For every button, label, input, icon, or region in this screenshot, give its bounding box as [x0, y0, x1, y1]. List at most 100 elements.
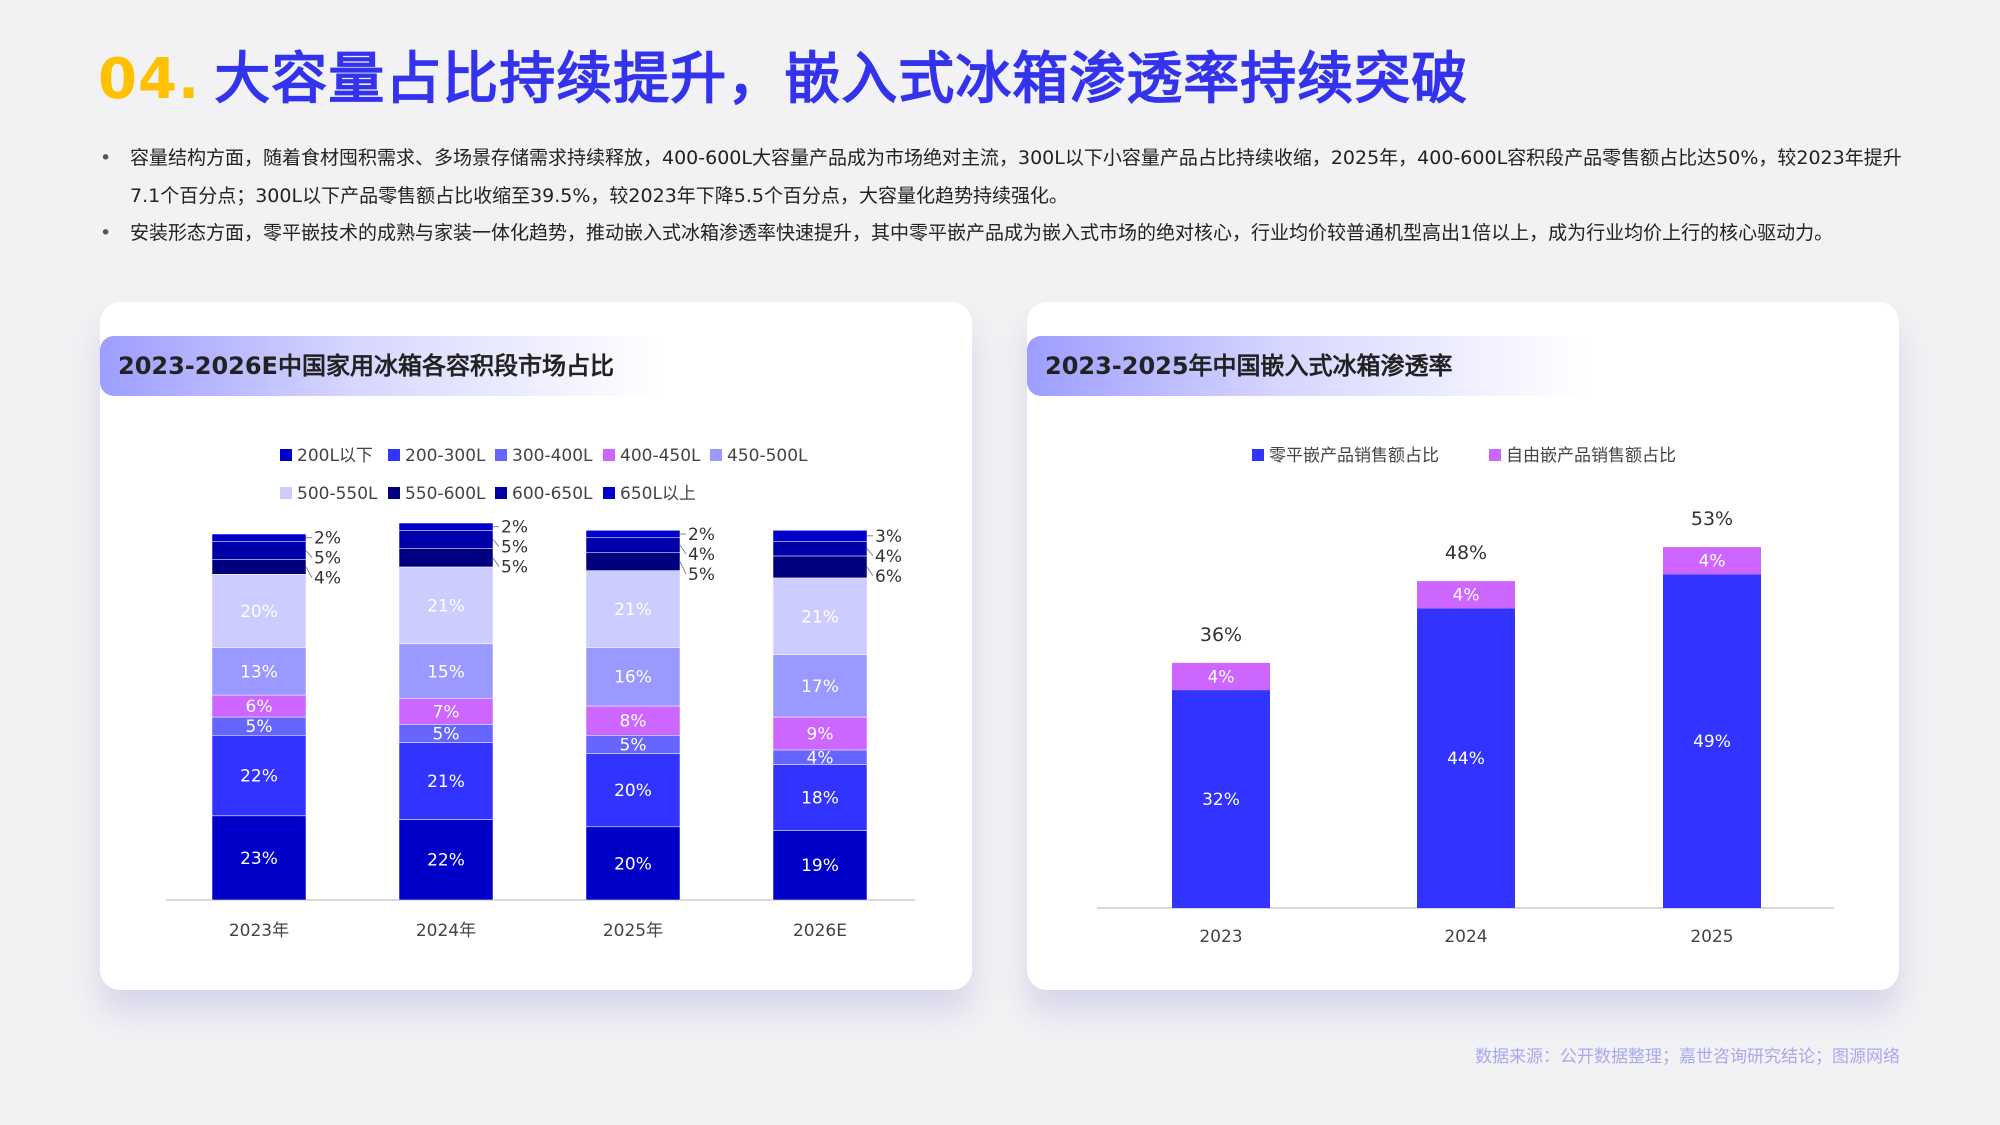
bar-segment — [1172, 690, 1270, 908]
legend-label: 500-550L — [297, 484, 378, 504]
legend-swatch — [495, 487, 507, 499]
data-label: 20% — [614, 854, 652, 874]
label-leader — [679, 561, 687, 575]
legend-swatch — [603, 449, 615, 461]
data-label: 22% — [240, 767, 278, 787]
data-label: 17% — [801, 677, 839, 697]
legend-swatch — [1252, 449, 1264, 461]
x-tick-label: 2023 — [1199, 927, 1242, 947]
data-label: 6% — [246, 697, 273, 717]
data-label: 15% — [427, 662, 465, 682]
stacked-bar-chart: 零平嵌产品销售额占比 自由嵌产品销售额占比 32% 4% 36% 2023 44% 4% 48%… — [1097, 446, 1834, 947]
x-tick-label: 2025年 — [603, 921, 663, 941]
data-label: 4% — [688, 545, 715, 565]
data-label: 6% — [875, 567, 902, 587]
legend-swatch — [280, 449, 292, 461]
bar-segment — [211, 647, 307, 696]
bar-segment — [398, 742, 494, 820]
bar-segment — [585, 647, 681, 707]
legend-swatch — [495, 449, 507, 461]
bar-segment — [772, 530, 868, 542]
bar-segment — [585, 537, 681, 553]
data-label: 4% — [1208, 667, 1235, 687]
data-label: 21% — [427, 596, 465, 616]
data-label: 49% — [1693, 732, 1731, 752]
data-label: 2% — [314, 529, 341, 549]
bar-segment — [211, 533, 307, 542]
total-label: 53% — [1691, 508, 1733, 530]
total-label: 48% — [1445, 542, 1487, 564]
legend-label: 300-400L — [512, 446, 593, 466]
legend-swatch — [1489, 449, 1501, 461]
chart-card-capacity: 2023-2026E中国家用冰箱各容积段市场占比 200L以下 200-300L 3… — [100, 302, 972, 990]
data-label: 4% — [875, 547, 902, 567]
data-label: 5% — [433, 724, 460, 744]
data-label: 32% — [1202, 790, 1240, 810]
x-tick-label: 2026E — [793, 921, 847, 941]
bullet-list: 容量结构方面，随着食材囤积需求、多场景存储需求持续释放，400-600L大容量产… — [100, 140, 1910, 253]
bar-segment — [585, 570, 681, 648]
legend-swatch — [603, 487, 615, 499]
data-label: 4% — [314, 569, 341, 589]
legend-label: 450-500L — [727, 446, 808, 466]
data-label: 20% — [614, 781, 652, 801]
data-label: 19% — [801, 856, 839, 876]
data-label: 9% — [807, 724, 834, 744]
bar-segment — [1663, 547, 1761, 575]
data-label: 20% — [240, 602, 278, 622]
chart-title: 2023-2025年中国嵌入式冰箱渗透率 — [1027, 336, 1587, 396]
x-tick-label: 2024 — [1444, 927, 1487, 947]
bar-segment — [585, 753, 681, 828]
bar-segment — [1417, 608, 1515, 908]
data-label: 44% — [1447, 749, 1485, 769]
label-leader — [305, 550, 313, 558]
data-label: 5% — [501, 558, 528, 578]
bullet-item: 容量结构方面，随着食材囤积需求、多场景存储需求持续释放，400-600L大容量产… — [100, 140, 1910, 215]
bar-segment — [1417, 581, 1515, 609]
bar-segment — [398, 530, 494, 549]
data-label: 4% — [807, 748, 834, 768]
legend-label: 600-650L — [512, 484, 593, 504]
data-label: 16% — [614, 668, 652, 688]
total-label: 36% — [1200, 624, 1242, 646]
bar-segment — [772, 654, 868, 718]
bar-segment — [585, 530, 681, 538]
x-tick-label: 2025 — [1690, 927, 1733, 947]
data-label: 21% — [801, 607, 839, 627]
data-label: 5% — [501, 538, 528, 558]
label-leader — [492, 539, 500, 548]
data-source: 数据来源：公开数据整理；嘉世咨询研究结论；图源网络 — [1475, 1047, 1900, 1067]
legend-label: 400-450L — [620, 446, 701, 466]
section-number: 04. — [98, 47, 201, 112]
bar-segment — [772, 555, 868, 579]
bar-segment — [772, 577, 868, 656]
legend-swatch — [388, 487, 400, 499]
bar-segment — [1663, 574, 1761, 908]
data-label: 23% — [240, 849, 278, 869]
bar-segment — [1172, 662, 1270, 691]
label-leader — [866, 548, 874, 557]
bar-segment — [398, 566, 494, 645]
legend-label: 650L以上 — [620, 484, 696, 504]
data-label: 22% — [427, 851, 465, 871]
label-leader — [492, 557, 500, 567]
data-label: 21% — [614, 600, 652, 620]
chart-card-embedded: 2023-2025年中国嵌入式冰箱渗透率 零平嵌产品销售额占比 自由嵌产品销售额占… — [1027, 302, 1899, 990]
x-tick-label: 2023年 — [229, 921, 289, 941]
title-text: 大容量占比持续提升，嵌入式冰箱渗透率持续突破 — [214, 47, 1469, 112]
bar-segment — [398, 819, 494, 901]
bar-segment — [398, 548, 494, 568]
data-label: 8% — [620, 712, 647, 732]
bar-segment — [211, 541, 307, 560]
bar-segment — [211, 574, 307, 648]
bar-segment — [772, 764, 868, 831]
data-label: 5% — [688, 565, 715, 585]
bar-segment — [585, 826, 681, 901]
chart-title: 2023-2026E中国家用冰箱各容积段市场占比 — [100, 336, 660, 396]
label-leader — [679, 544, 687, 555]
legend-swatch — [280, 487, 292, 499]
bar-segment — [398, 522, 494, 531]
label-leader — [866, 566, 874, 577]
legend-label: 550-600L — [405, 484, 486, 504]
data-label: 3% — [875, 527, 902, 547]
